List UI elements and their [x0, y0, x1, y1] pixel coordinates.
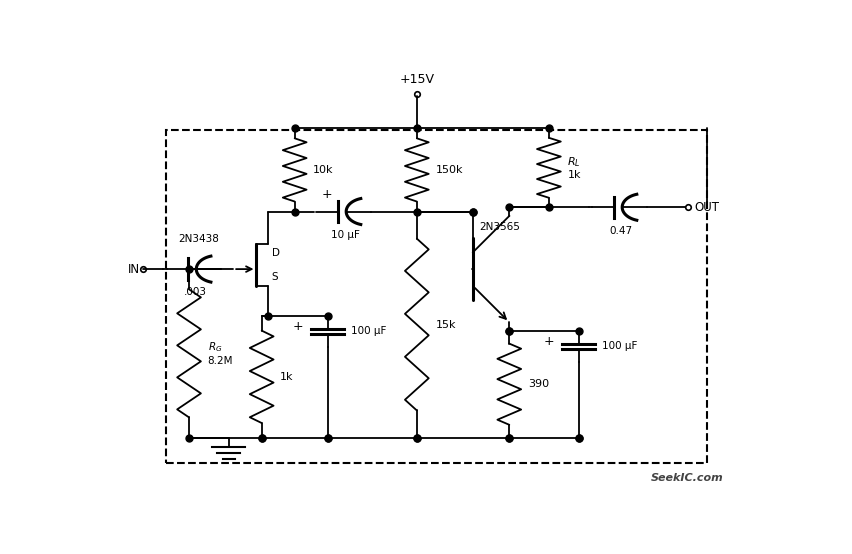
Text: $R_L$
1k: $R_L$ 1k: [567, 155, 581, 181]
Text: 390: 390: [527, 379, 549, 389]
Text: S: S: [272, 272, 279, 282]
Text: IN: IN: [128, 263, 140, 275]
Text: 1k: 1k: [280, 372, 294, 382]
Text: 150k: 150k: [435, 165, 463, 175]
Text: 100 μF: 100 μF: [602, 341, 637, 351]
Text: 2N3438: 2N3438: [178, 233, 219, 244]
Text: .003: .003: [184, 288, 207, 297]
Text: 0.47: 0.47: [610, 225, 633, 235]
Text: 10k: 10k: [314, 165, 334, 175]
Text: +15V: +15V: [400, 73, 435, 86]
Text: 15k: 15k: [435, 320, 456, 330]
Text: $R_G$
8.2M: $R_G$ 8.2M: [208, 341, 233, 366]
Text: +: +: [544, 335, 554, 348]
Text: OUT: OUT: [694, 201, 719, 214]
Text: SeekIC.com: SeekIC.com: [651, 473, 724, 483]
Text: 100 μF: 100 μF: [351, 326, 386, 336]
Text: +: +: [292, 320, 303, 333]
Text: D: D: [272, 248, 279, 258]
Text: +: +: [322, 188, 332, 202]
Text: 10 μF: 10 μF: [331, 230, 360, 240]
Text: 2N3565: 2N3565: [480, 222, 521, 232]
